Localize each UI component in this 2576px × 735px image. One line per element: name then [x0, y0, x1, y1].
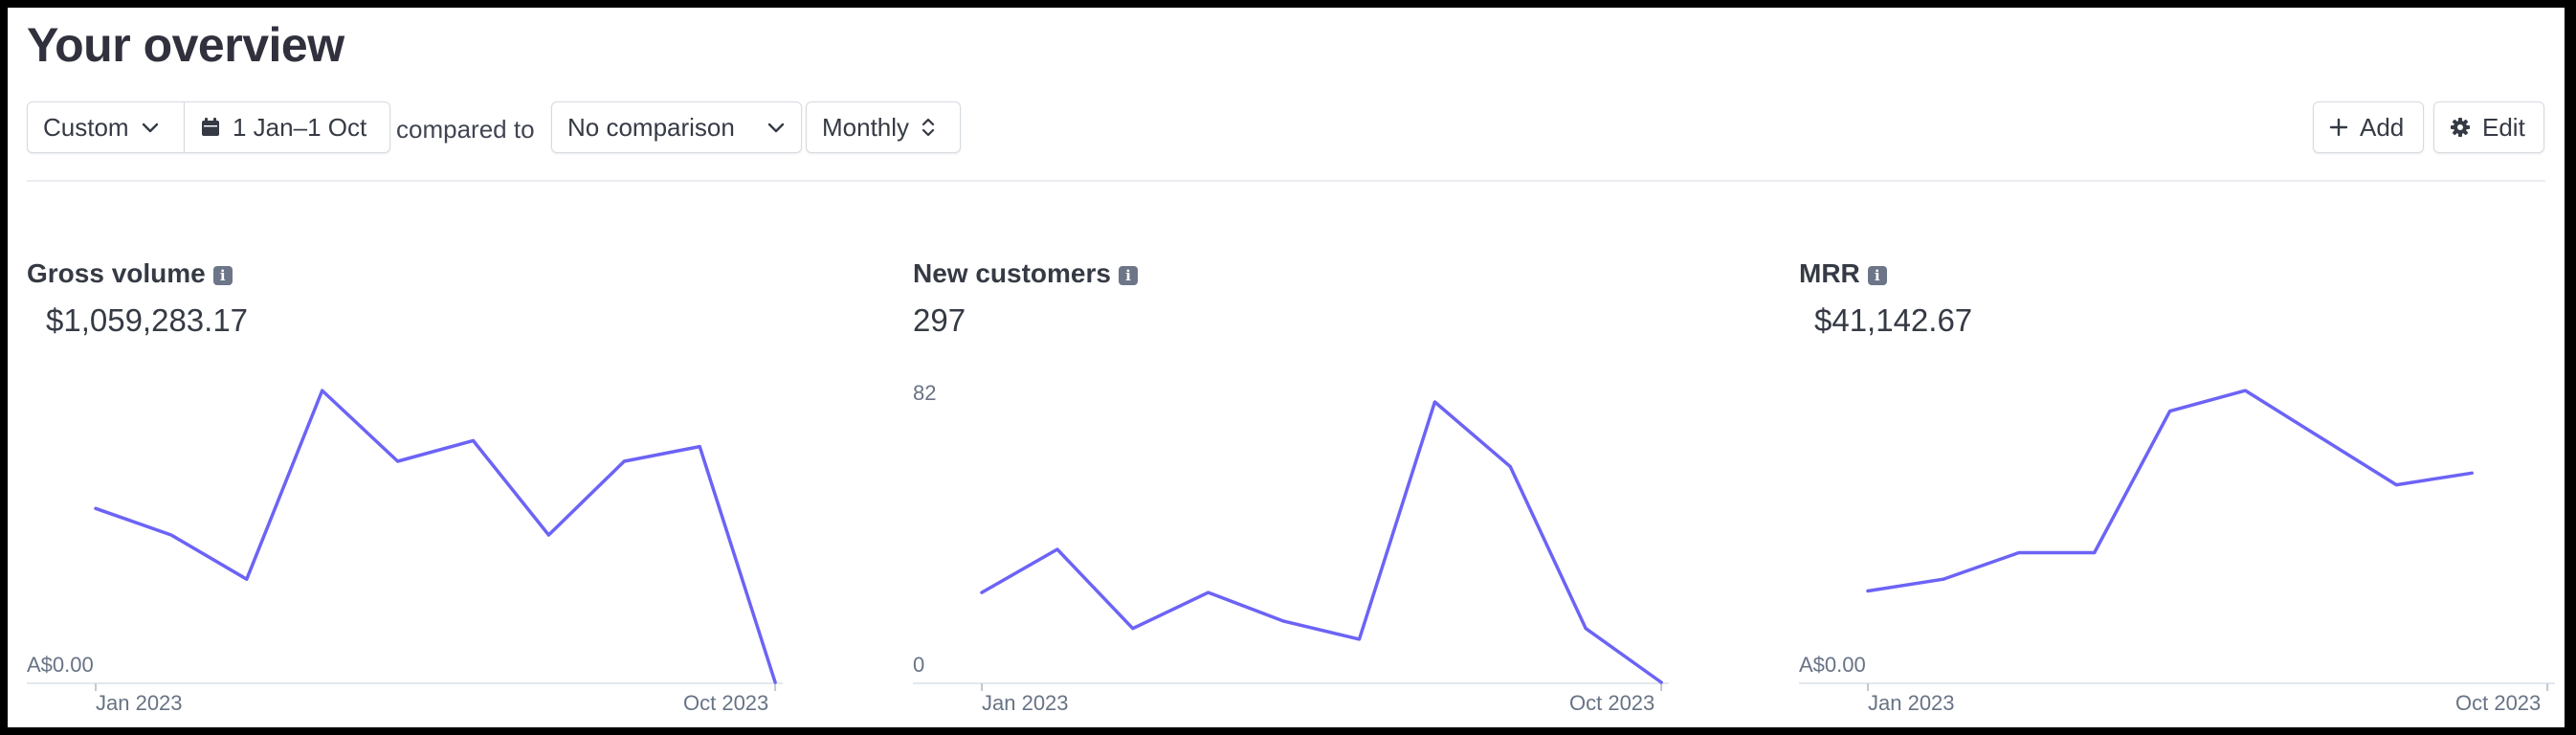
gross-volume-card[interactable]: Gross volume i $1,059,283.17 A$0.00 Jan … [27, 247, 792, 725]
new-customers-title: New customers [913, 258, 1111, 288]
mrr-value: $41,142.67 [1814, 302, 1973, 338]
series-line[interactable] [1866, 389, 2474, 593]
x-axis-end-label: Oct 2023 [1569, 691, 1655, 715]
page-title: Your overview [27, 18, 344, 72]
series-line[interactable] [94, 389, 777, 684]
date-range-button[interactable]: 1 Jan–1 Oct [184, 101, 390, 153]
x-axis-end-label: Oct 2023 [683, 691, 769, 715]
range-label: Custom [43, 112, 129, 142]
date-range-label: 1 Jan–1 Oct [233, 112, 367, 142]
compared-to-label: compared to [396, 115, 535, 144]
x-axis-start-label: Jan 2023 [1868, 691, 1955, 715]
gross-volume-value: $1,059,283.17 [46, 302, 249, 338]
interval-select[interactable]: Monthly [806, 101, 961, 153]
gross-volume-title: Gross volume [27, 258, 206, 288]
x-axis-start-label: Jan 2023 [96, 691, 183, 715]
y-axis-max-label: 82 [913, 381, 937, 405]
new-customers-card[interactable]: New customers i 297 82 0 Jan 2023 Oct 20… [913, 247, 1678, 725]
info-icon[interactable]: i [1867, 265, 1887, 285]
new-customers-chart [913, 400, 1669, 691]
chevron-up-down-icon [921, 116, 936, 139]
series-line[interactable] [980, 400, 1663, 684]
plus-icon [2329, 118, 2348, 137]
info-icon[interactable]: i [1118, 265, 1138, 285]
x-axis-end-label: Oct 2023 [2455, 691, 2542, 715]
y-axis-min-label: 0 [913, 653, 925, 677]
add-label: Add [2360, 112, 2405, 142]
calendar-icon [200, 117, 221, 138]
mrr-title: MRR [1799, 258, 1860, 288]
info-icon[interactable]: i [212, 265, 233, 285]
edit-button[interactable]: Edit [2433, 101, 2544, 153]
add-button[interactable]: Add [2313, 101, 2424, 153]
gear-icon [2450, 117, 2471, 138]
range-dropdown[interactable]: Custom [27, 101, 185, 153]
mrr-card[interactable]: MRR i $41,142.67 A$0.00 Jan 2023 Oct 202… [1799, 247, 2565, 725]
interval-label: Monthly [822, 112, 910, 142]
edit-label: Edit [2482, 112, 2525, 142]
y-axis-min-label: A$0.00 [1799, 653, 1866, 677]
chevron-down-icon [141, 118, 160, 137]
header-divider [27, 180, 2545, 182]
card-title: Gross volume i [27, 258, 233, 289]
chevron-down-icon [766, 118, 786, 137]
card-title: MRR i [1799, 258, 1887, 289]
overview-panel: Your overview Custom 1 Jan–1 Oct compare… [8, 8, 2565, 727]
mrr-chart [1799, 389, 2555, 691]
card-title: New customers i [913, 258, 1138, 289]
comparison-label: No comparison [567, 112, 735, 142]
new-customers-value: 297 [913, 302, 966, 338]
x-axis-start-label: Jan 2023 [982, 691, 1069, 715]
y-axis-min-label: A$0.00 [27, 653, 94, 677]
gross-volume-chart [27, 389, 783, 691]
comparison-dropdown[interactable]: No comparison [551, 101, 802, 153]
